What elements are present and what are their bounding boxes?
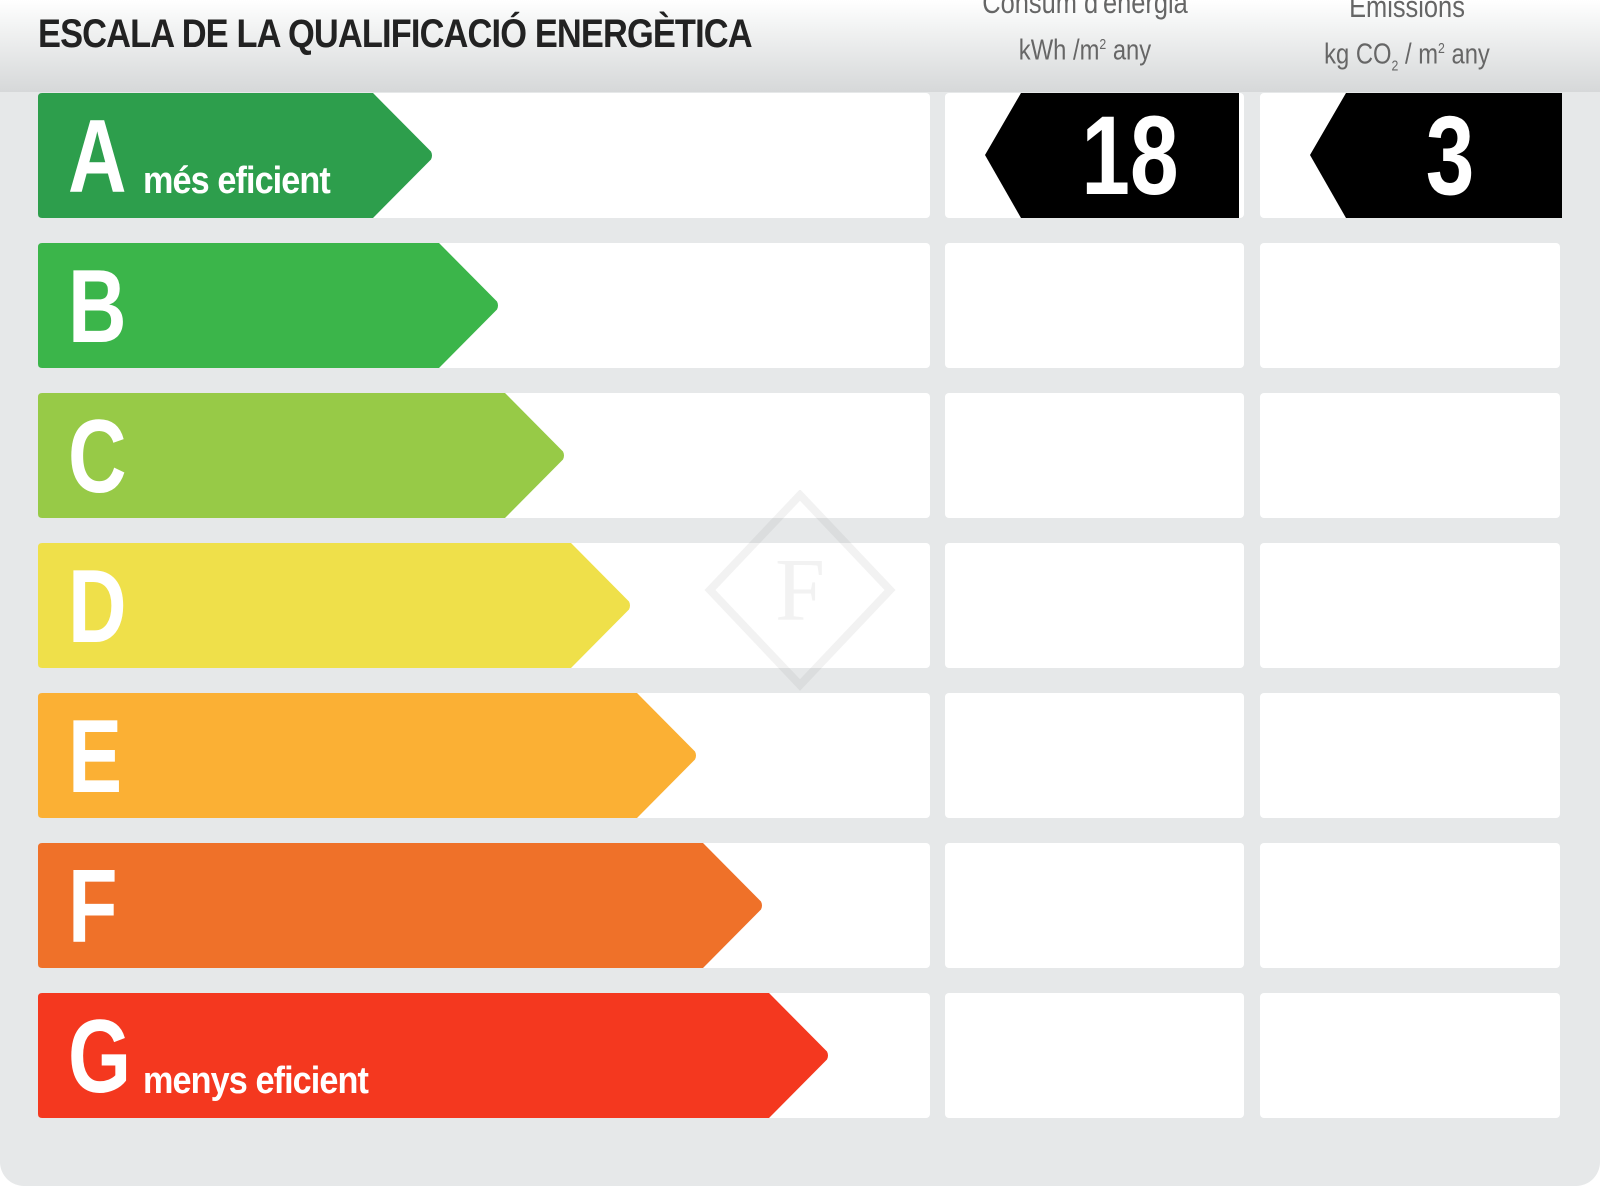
emissions-value-cell: 3: [1260, 93, 1562, 218]
rating-letter: G: [68, 999, 132, 1115]
energy-value-cell: [945, 693, 1244, 818]
scale-cell: B: [38, 243, 930, 368]
rating-arrow-f: F: [38, 843, 763, 968]
rating-arrow-e: E: [38, 693, 697, 818]
rating-label: menys eficient: [143, 1060, 369, 1102]
energy-value-cell: 18: [945, 93, 1244, 218]
scale-cell: D: [38, 543, 930, 668]
emissions-value-cell: [1260, 243, 1560, 368]
energy-column-header: Consum d'energia kWh /m2 any: [966, 0, 1204, 68]
emissions-header-unit: kg CO2 / m2 any: [1324, 38, 1490, 75]
energy-value-cell: [945, 243, 1244, 368]
rating-arrow-c: C: [38, 393, 565, 518]
emissions-header-title: Emissions: [1349, 0, 1465, 24]
energy-value-badge: 18: [985, 93, 1239, 218]
rating-letter: D: [68, 549, 127, 665]
svg-text:F: F: [775, 541, 825, 640]
rating-letter: C: [68, 399, 127, 515]
emissions-value-cell: [1260, 843, 1560, 968]
energy-value-cell: [945, 543, 1244, 668]
rating-letter: A: [68, 99, 127, 215]
emissions-value-badge: 3: [1310, 93, 1562, 218]
rating-letter: F: [68, 849, 118, 965]
page-title: ESCALA DE LA QUALIFICACIÓ ENERGÈTICA: [38, 12, 753, 56]
energy-value-cell: [945, 393, 1244, 518]
emissions-column-header: Emissions kg CO2 / m2 any: [1288, 0, 1526, 83]
energy-value-cell: [945, 843, 1244, 968]
scale-cell: F: [38, 843, 930, 968]
scale-cell: E: [38, 693, 930, 818]
rating-arrow-b: B: [38, 243, 499, 368]
rating-arrow-d: D: [38, 543, 631, 668]
rating-letter: B: [68, 249, 127, 365]
rating-letter: E: [68, 699, 123, 815]
watermark-logo-icon: F: [704, 490, 896, 691]
energy-value: 18: [1081, 93, 1179, 218]
emissions-value-cell: [1260, 543, 1560, 668]
energy-header-unit: kWh /m2 any: [1018, 34, 1152, 67]
scale-cell: C: [38, 393, 930, 518]
header-bar: ESCALA DE LA QUALIFICACIÓ ENERGÈTICA Con…: [0, 0, 1600, 92]
emissions-value-cell: [1260, 393, 1560, 518]
emissions-value-cell: [1260, 993, 1560, 1118]
energy-value-cell: [945, 993, 1244, 1118]
rating-label: més eficient: [143, 160, 331, 202]
emissions-value: 3: [1425, 93, 1475, 218]
emissions-value-cell: [1260, 693, 1560, 818]
energy-header-title: Consum d'energia: [982, 0, 1188, 20]
